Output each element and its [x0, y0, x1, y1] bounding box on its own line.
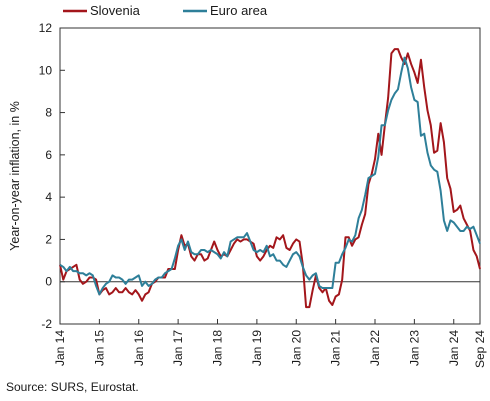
x-tick-label: Jan 16 [132, 330, 146, 366]
x-tick-label: Sep 24 [473, 330, 487, 368]
x-tick-label: Jan 21 [329, 330, 343, 366]
x-tick-label: Jan 18 [211, 330, 225, 366]
x-tick-label: Jan 17 [171, 330, 185, 366]
x-tick-label: Jan 22 [368, 330, 382, 366]
y-tick-label: 4 [45, 190, 52, 204]
y-axis: -2 0 2 4 6 8 10 12 [39, 21, 65, 331]
legend-label-euro-area: Euro area [210, 3, 268, 18]
series-line-slovenia [59, 48, 481, 309]
x-tick-label: Jan 24 [447, 330, 461, 366]
y-tick-label: 8 [45, 106, 52, 120]
plot-border [59, 27, 481, 325]
y-tick-label: 6 [45, 148, 52, 162]
x-tick-label: Jan 19 [250, 330, 264, 366]
y-tick-label: 0 [45, 275, 52, 289]
y-tick-label: 2 [45, 232, 52, 246]
legend-label-slovenia: Slovenia [90, 3, 141, 18]
x-tick-label: Jan 14 [53, 330, 67, 366]
x-axis: Jan 14 Jan 15 Jan 16 Jan 17 Jan 18 Jan 19 Jan … [53, 319, 487, 368]
x-tick-label: Jan 23 [407, 330, 421, 366]
y-tick-label: 10 [39, 63, 53, 77]
plot-area [59, 27, 481, 325]
y-tick-label: -2 [41, 317, 52, 331]
source-note: Source: SURS, Eurostat. [6, 380, 139, 394]
y-tick-label: 12 [39, 21, 53, 35]
x-tick-label: Jan 20 [289, 330, 303, 366]
series-lines [59, 48, 481, 309]
legend: Slovenia Euro area [63, 3, 268, 18]
series-line-euro-area [59, 56, 481, 296]
x-tick-label: Jan 15 [92, 330, 106, 366]
y-axis-title: Year-on-year inflation, in % [8, 101, 22, 251]
